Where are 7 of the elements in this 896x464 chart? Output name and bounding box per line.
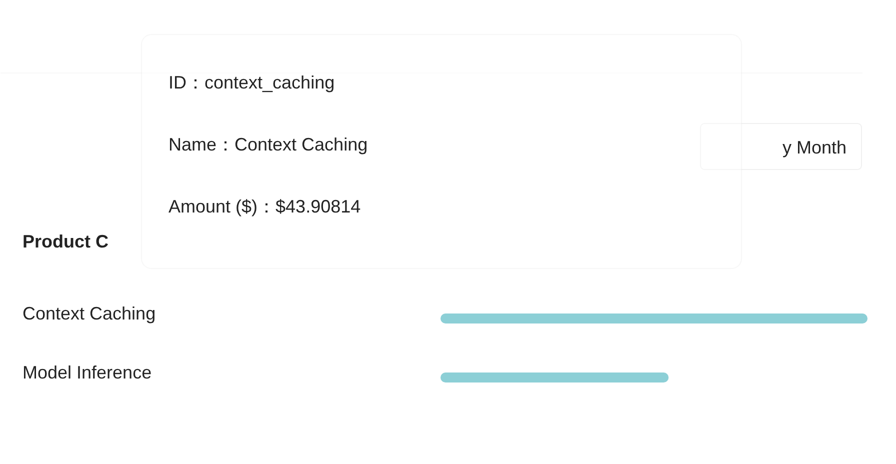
text: Product C <box>22 232 109 252</box>
text: ID：context_caching <box>168 72 335 92</box>
text: Amount ($)：$43.90814 <box>168 196 361 216</box>
text: y Month <box>782 138 847 158</box>
y-tick-label: Context Caching <box>22 304 156 324</box>
text: Name：Context Caching <box>168 134 368 154</box>
y-tick-label: Model Inference <box>22 362 152 382</box>
